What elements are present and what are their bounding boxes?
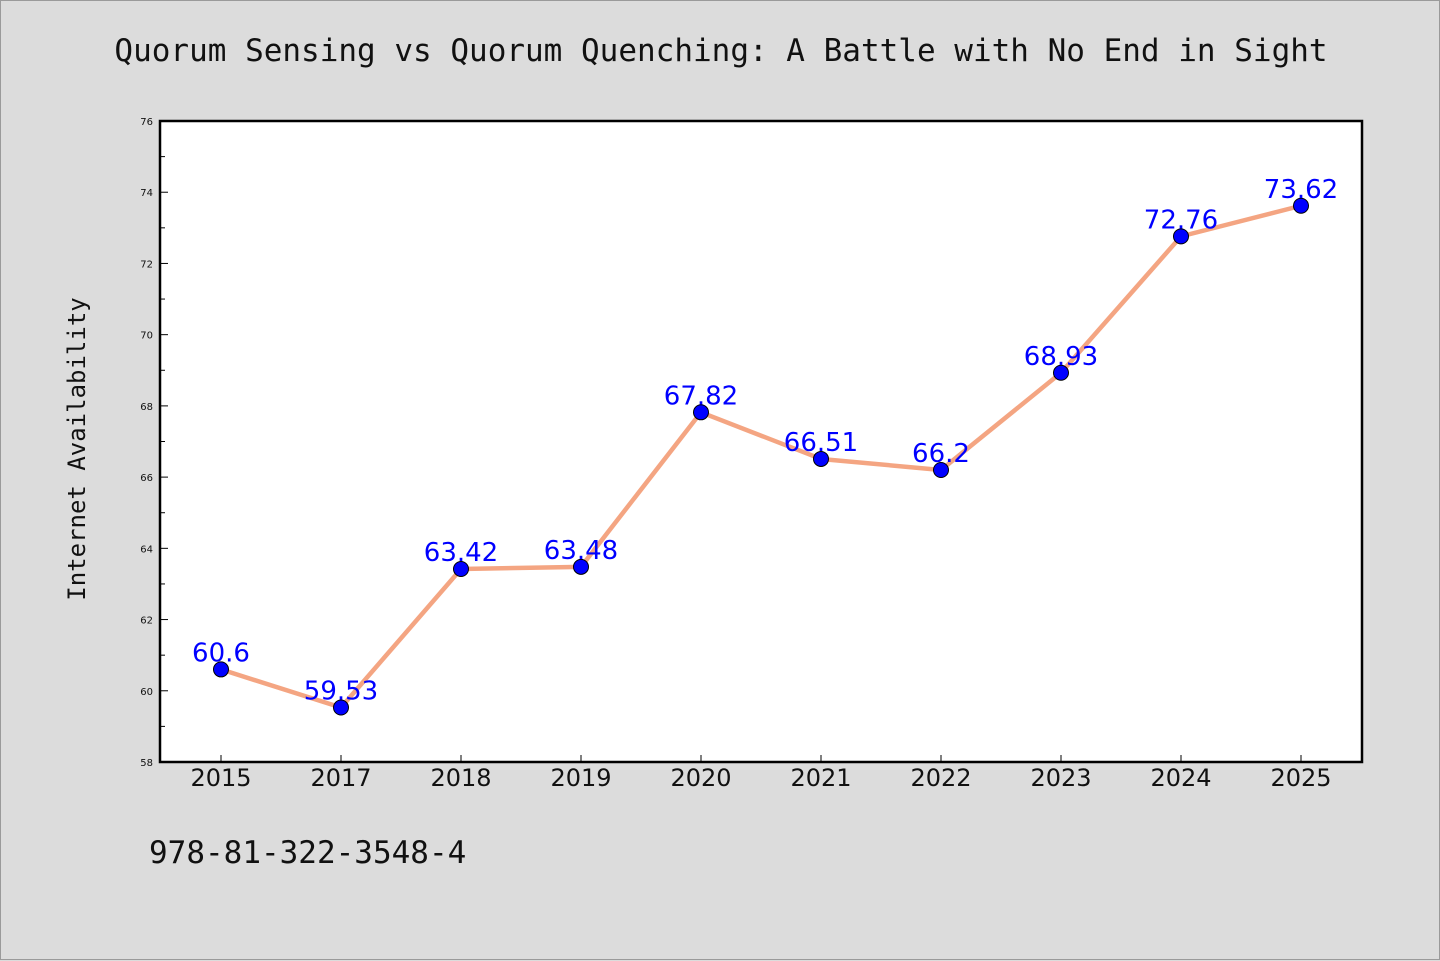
x-tick-label: 2020 — [670, 764, 731, 792]
data-label: 63.42 — [424, 538, 498, 568]
y-tick-label: 64 — [140, 544, 153, 555]
data-point — [1293, 197, 1309, 214]
data-label: 63.48 — [544, 536, 618, 566]
footer-code: 978-81-322-3548-4 — [149, 835, 467, 871]
y-tick-label: 74 — [140, 188, 153, 199]
x-tick-label: 2024 — [1150, 764, 1211, 792]
chart-title: Quorum Sensing vs Quorum Quenching: A Ba… — [114, 33, 1328, 69]
data-label: 66.2 — [912, 439, 970, 469]
data-point — [693, 404, 709, 421]
data-label: 59.53 — [304, 677, 378, 707]
y-tick-label: 62 — [140, 616, 153, 627]
x-tick-label: 2017 — [310, 764, 371, 792]
data-point — [1173, 228, 1189, 245]
x-tick-label: 2022 — [910, 764, 971, 792]
y-tick-label: 70 — [140, 331, 153, 342]
y-axis: 58 60 62 64 66 68 70 72 74 76 — [140, 117, 168, 769]
y-tick-label: 58 — [140, 758, 153, 769]
y-axis-label: Internet Availability — [63, 297, 91, 600]
x-tick-label: 2025 — [1270, 764, 1331, 792]
y-tick-label: 66 — [140, 473, 153, 484]
plot-area — [158, 119, 1364, 764]
x-axis: 2015 2017 2018 2019 2020 2021 2022 2023 2024 2025 — [190, 755, 1332, 792]
x-tick-label: 2015 — [190, 764, 251, 792]
x-tick-label: 2019 — [550, 764, 611, 792]
y-tick-label: 60 — [140, 687, 153, 698]
data-label: 60.6 — [192, 638, 250, 668]
data-point — [573, 558, 589, 575]
y-tick-label: 76 — [140, 117, 153, 128]
data-point — [1053, 364, 1069, 381]
series-line — [218, 203, 1304, 710]
data-label: 66.51 — [784, 428, 858, 458]
data-point — [813, 450, 829, 467]
data-label: 72.76 — [1144, 205, 1218, 235]
x-tick-label: 2021 — [790, 764, 851, 792]
data-label: 68.93 — [1024, 342, 1098, 372]
y-tick-label: 68 — [140, 402, 153, 413]
x-tick-label: 2023 — [1030, 764, 1091, 792]
data-point — [933, 461, 949, 478]
data-label: 73.62 — [1264, 175, 1338, 205]
series-layer: 60.6 59.53 63.42 63.48 67.82 66.51 66.2 68.93 72… — [192, 175, 1338, 716]
x-tick-label: 2018 — [430, 764, 491, 792]
data-point — [333, 699, 349, 716]
data-point — [213, 661, 229, 678]
data-label: 67.82 — [664, 381, 738, 411]
y-tick-label: 72 — [140, 259, 153, 270]
data-point — [453, 560, 469, 577]
